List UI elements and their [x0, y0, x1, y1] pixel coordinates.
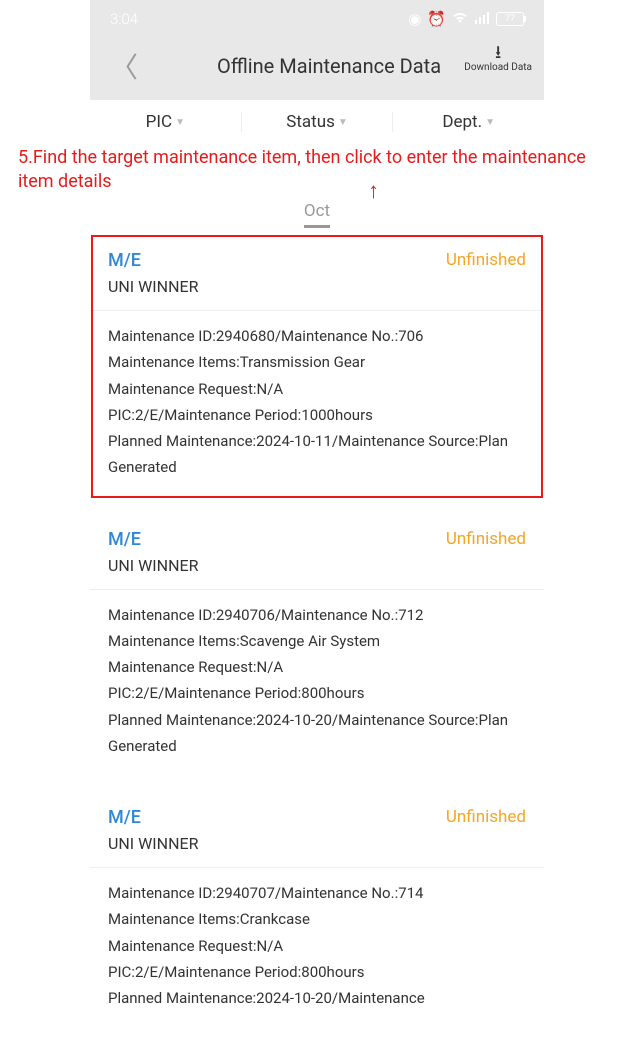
- detail-line: Planned Maintenance:2024-10-20/Maintenan…: [108, 985, 526, 1011]
- eye-icon: ◉: [408, 10, 421, 28]
- status-badge: Unfinished: [446, 807, 526, 827]
- month-tab[interactable]: Oct: [90, 199, 544, 234]
- detail-line: Maintenance Request:N/A: [108, 654, 526, 680]
- filter-status[interactable]: Status ▼: [242, 112, 394, 132]
- download-button[interactable]: ⭳ Download Data: [464, 44, 532, 73]
- detail-line: Planned Maintenance:2024-10-20/Maintenan…: [108, 707, 526, 760]
- download-icon: ⭳: [495, 44, 501, 62]
- divider: [90, 867, 544, 868]
- divider: [90, 310, 544, 311]
- download-label: Download Data: [464, 62, 532, 73]
- instruction-annotation: 5.Find the target maintenance item, then…: [0, 142, 634, 203]
- filter-bar: PIC ▼ Status ▼ Dept. ▼: [90, 100, 544, 144]
- detail-line: Maintenance Request:N/A: [108, 376, 526, 402]
- wifi-icon: [452, 10, 468, 28]
- chevron-down-icon: ▼: [175, 117, 185, 128]
- detail-line: Planned Maintenance:2024-10-11/Maintenan…: [108, 428, 526, 481]
- detail-line: PIC:2/E/Maintenance Period:1000hours: [108, 402, 526, 428]
- maintenance-card[interactable]: M/E Unfinished UNI WINNER Maintenance ID:29…: [90, 791, 544, 1029]
- status-badge: Unfinished: [446, 250, 526, 270]
- battery-icon: 77: [496, 12, 524, 26]
- detail-line: Maintenance Items:Crankcase: [108, 906, 526, 932]
- chevron-down-icon: ▼: [485, 117, 495, 128]
- detail-line: Maintenance ID:2940680/Maintenance No.:7…: [108, 323, 526, 349]
- alarm-icon: ⏰: [427, 10, 446, 28]
- vessel-name: UNI WINNER: [108, 834, 526, 853]
- category-label[interactable]: M/E: [108, 529, 141, 550]
- category-label[interactable]: M/E: [108, 807, 141, 828]
- vessel-name: UNI WINNER: [108, 277, 526, 296]
- nav-bar: 〈 Offline Maintenance Data ⭳ Download Da…: [90, 38, 544, 100]
- detail-line: PIC:2/E/Maintenance Period:800hours: [108, 680, 526, 706]
- signal-icon: [474, 10, 490, 28]
- maintenance-card[interactable]: M/E Unfinished UNI WINNER Maintenance ID:29…: [90, 234, 544, 499]
- status-badge: Unfinished: [446, 529, 526, 549]
- chevron-down-icon: ▼: [338, 117, 348, 128]
- maintenance-card[interactable]: M/E Unfinished UNI WINNER Maintenance ID:29…: [90, 513, 544, 778]
- detail-line: Maintenance Items:Scavenge Air System: [108, 628, 526, 654]
- divider: [90, 589, 544, 590]
- vessel-name: UNI WINNER: [108, 556, 526, 575]
- arrow-up-icon: ↑: [368, 178, 379, 204]
- detail-line: Maintenance ID:2940706/Maintenance No.:7…: [108, 602, 526, 628]
- detail-line: Maintenance Request:N/A: [108, 933, 526, 959]
- detail-line: Maintenance Items:Transmission Gear: [108, 349, 526, 375]
- detail-line: PIC:2/E/Maintenance Period:800hours: [108, 959, 526, 985]
- detail-line: Maintenance ID:2940707/Maintenance No.:7…: [108, 880, 526, 906]
- status-bar: 3:04 ◉ ⏰ 77: [90, 0, 544, 38]
- status-time: 3:04: [110, 10, 138, 28]
- filter-pic[interactable]: PIC ▼: [90, 112, 242, 132]
- category-label[interactable]: M/E: [108, 250, 141, 271]
- filter-dept[interactable]: Dept. ▼: [393, 112, 544, 132]
- status-indicators: ◉ ⏰ 77: [408, 10, 524, 28]
